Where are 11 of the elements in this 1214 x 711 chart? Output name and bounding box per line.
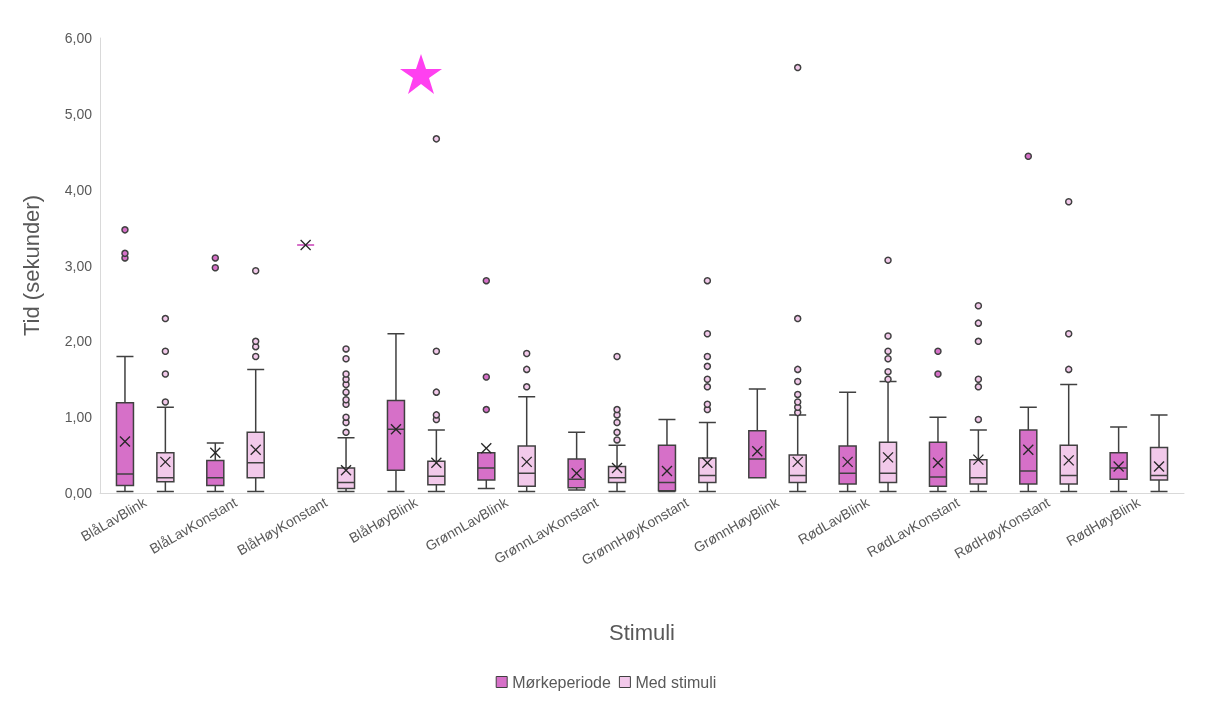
- y-tick-label: 1,00: [64, 409, 93, 426]
- x-axis-title: Stimuli: [608, 619, 676, 645]
- legend-label: Med stimuli: [635, 673, 717, 691]
- legend-label: Mørkeperiode: [512, 673, 611, 691]
- y-tick-label: 0,00: [64, 485, 93, 501]
- y-axis-title: Tid (sekunder): [18, 194, 44, 337]
- y-tick-label: 2,00: [64, 333, 93, 350]
- y-tick-label: 3,00: [64, 257, 93, 274]
- y-tick-label: 5,00: [64, 105, 93, 122]
- y-tick-label: 4,00: [64, 181, 93, 198]
- y-tick-label: 6,00: [64, 30, 93, 46]
